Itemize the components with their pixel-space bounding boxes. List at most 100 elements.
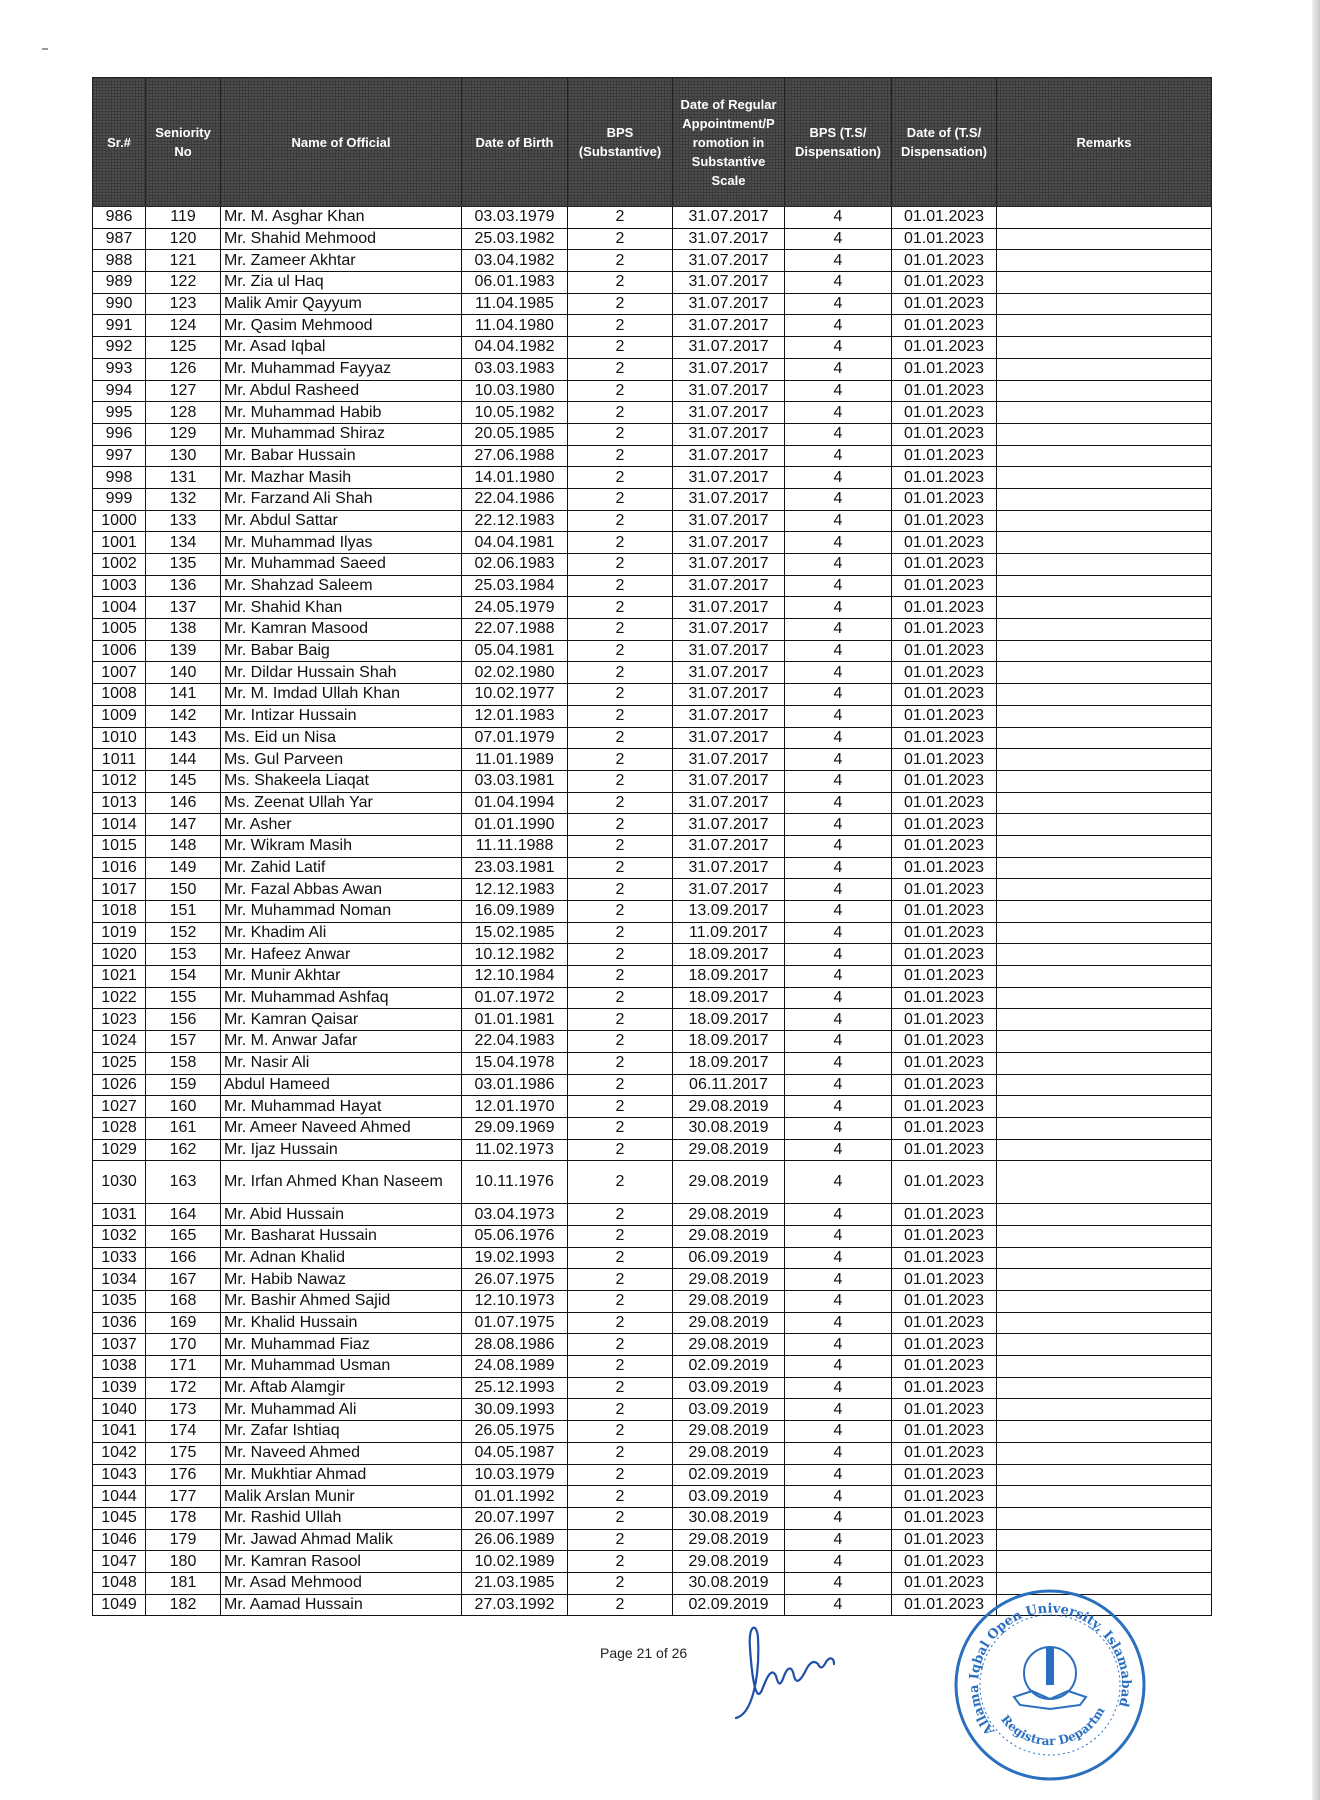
cell-remarks bbox=[996, 357, 1212, 381]
cell-bps-substantive: 2 bbox=[567, 1008, 673, 1032]
cell-sr: 1035 bbox=[92, 1290, 146, 1313]
cell-date-regular-appointment: 11.09.2017 bbox=[672, 921, 785, 945]
cell-bps-substantive: 2 bbox=[567, 661, 673, 685]
table-row: 1031 164 Mr. Abid Hussain 03.04.1973 2 29.08.… bbox=[92, 1203, 1212, 1226]
cell-date-regular-appointment: 31.07.2017 bbox=[672, 574, 785, 598]
cell-bps-substantive: 2 bbox=[567, 1290, 673, 1313]
table-row: 995 128 Mr. Muhammad Habib 10.05.1982 2 31.07… bbox=[92, 401, 1212, 424]
cell-date-regular-appointment: 31.07.2017 bbox=[672, 791, 785, 815]
cell-bps-substantive: 2 bbox=[567, 1420, 673, 1443]
cell-sr: 997 bbox=[92, 444, 146, 468]
cell-bps-substantive: 2 bbox=[567, 1593, 673, 1617]
cell-name: Mr. Mazhar Masih bbox=[220, 466, 462, 489]
table-row: 1012 145 Ms. Shakeela Liaqat 03.03.1981 2 31.… bbox=[92, 769, 1212, 793]
cell-remarks bbox=[996, 1463, 1212, 1487]
cell-date-regular-appointment: 02.09.2019 bbox=[672, 1463, 785, 1487]
cell-seniority-no: 129 bbox=[145, 422, 221, 446]
table-row: 1018 151 Mr. Muhammad Noman 16.09.1989 2 13.0… bbox=[92, 900, 1212, 923]
cell-date-ts: 01.01.2023 bbox=[891, 357, 997, 381]
cell-sr: 1023 bbox=[92, 1008, 146, 1032]
cell-date-ts: 01.01.2023 bbox=[891, 1224, 997, 1248]
cell-remarks bbox=[996, 965, 1212, 988]
cell-bps-substantive: 2 bbox=[567, 965, 673, 988]
cell-bps-ts: 4 bbox=[784, 379, 892, 403]
cell-name: Mr. Adnan Khalid bbox=[220, 1246, 462, 1270]
cell-sr: 1012 bbox=[92, 769, 146, 793]
cell-date-ts: 01.01.2023 bbox=[891, 509, 997, 533]
cell-name: Mr. Zafar Ishtiaq bbox=[220, 1420, 462, 1443]
cell-seniority-no: 123 bbox=[145, 292, 221, 316]
cell-seniority-no: 119 bbox=[145, 206, 221, 229]
cell-remarks bbox=[996, 1333, 1212, 1357]
cell-bps-ts: 4 bbox=[784, 921, 892, 945]
cell-bps-ts: 4 bbox=[784, 596, 892, 620]
table-row: 999 132 Mr. Farzand Ali Shah 22.04.1986 2 31.… bbox=[92, 487, 1212, 511]
cell-date-ts: 01.01.2023 bbox=[891, 1073, 997, 1097]
cell-name: Mr. Muhammad Hayat bbox=[220, 1095, 462, 1118]
table-row: 1029 162 Mr. Ijaz Hussain 11.02.1973 2 29.08.… bbox=[92, 1138, 1212, 1162]
table-row: 1010 143 Ms. Eid un Nisa 07.01.1979 2 31.07.2… bbox=[92, 726, 1212, 750]
cell-sr: 1009 bbox=[92, 704, 146, 728]
cell-bps-ts: 4 bbox=[784, 227, 892, 251]
cell-seniority-no: 133 bbox=[145, 509, 221, 533]
cell-bps-ts: 4 bbox=[784, 444, 892, 468]
cell-bps-substantive: 2 bbox=[567, 1160, 673, 1205]
cell-date-ts: 01.01.2023 bbox=[891, 444, 997, 468]
cell-bps-ts: 4 bbox=[784, 1528, 892, 1552]
cell-date-ts: 01.01.2023 bbox=[891, 227, 997, 251]
cell-date-ts: 01.01.2023 bbox=[891, 1463, 997, 1487]
cell-sr: 990 bbox=[92, 292, 146, 316]
cell-sr: 1007 bbox=[92, 661, 146, 685]
cell-seniority-no: 138 bbox=[145, 618, 221, 641]
cell-remarks bbox=[996, 574, 1212, 598]
cell-date-regular-appointment: 18.09.2017 bbox=[672, 943, 785, 967]
cell-remarks bbox=[996, 1311, 1212, 1335]
cell-date-of-birth: 11.11.1988 bbox=[461, 834, 568, 858]
cell-date-regular-appointment: 31.07.2017 bbox=[672, 769, 785, 793]
cell-bps-substantive: 2 bbox=[567, 1030, 673, 1053]
cell-remarks bbox=[996, 1095, 1212, 1118]
header-date-ts: Date of (T.S/ Dispensation) bbox=[891, 77, 997, 207]
cell-date-of-birth: 28.08.1986 bbox=[461, 1333, 568, 1357]
cell-date-regular-appointment: 31.07.2017 bbox=[672, 466, 785, 489]
cell-name: Mr. Habib Nawaz bbox=[220, 1268, 462, 1291]
cell-remarks bbox=[996, 769, 1212, 793]
cell-name: Mr. Muhammad Ashfaq bbox=[220, 986, 462, 1010]
cell-date-ts: 01.01.2023 bbox=[891, 1528, 997, 1552]
cell-name: Mr. Muhammad Fiaz bbox=[220, 1333, 462, 1357]
cell-remarks bbox=[996, 1073, 1212, 1097]
cell-bps-ts: 4 bbox=[784, 900, 892, 923]
cell-date-of-birth: 04.04.1982 bbox=[461, 336, 568, 359]
table-row: 989 122 Mr. Zia ul Haq 06.01.1983 2 31.07.201… bbox=[92, 271, 1212, 294]
cell-remarks bbox=[996, 791, 1212, 815]
cell-bps-substantive: 2 bbox=[567, 271, 673, 294]
cell-bps-substantive: 2 bbox=[567, 1463, 673, 1487]
cell-bps-substantive: 2 bbox=[567, 1398, 673, 1422]
cell-sr: 1008 bbox=[92, 683, 146, 706]
cell-date-regular-appointment: 18.09.2017 bbox=[672, 1051, 785, 1075]
cell-sr: 1020 bbox=[92, 943, 146, 967]
cell-bps-substantive: 2 bbox=[567, 726, 673, 750]
cell-date-ts: 01.01.2023 bbox=[891, 466, 997, 489]
cell-sr: 1019 bbox=[92, 921, 146, 945]
cell-seniority-no: 136 bbox=[145, 574, 221, 598]
cell-remarks bbox=[996, 856, 1212, 880]
header-bps-ts: BPS (T.S/ Dispensation) bbox=[784, 77, 892, 207]
cell-remarks bbox=[996, 726, 1212, 750]
cell-bps-ts: 4 bbox=[784, 704, 892, 728]
cell-name: Mr. Muhammad Ilyas bbox=[220, 531, 462, 554]
cell-date-of-birth: 01.01.1992 bbox=[461, 1485, 568, 1508]
cell-sr: 1031 bbox=[92, 1203, 146, 1226]
cell-remarks bbox=[996, 379, 1212, 403]
cell-bps-substantive: 2 bbox=[567, 444, 673, 468]
cell-date-ts: 01.01.2023 bbox=[891, 531, 997, 554]
table-row: 1009 142 Mr. Intizar Hussain 12.01.1983 2 31.… bbox=[92, 704, 1212, 728]
cell-sr: 1037 bbox=[92, 1333, 146, 1357]
table-row: 1023 156 Mr. Kamran Qaisar 01.01.1981 2 18.09… bbox=[92, 1008, 1212, 1032]
cell-date-regular-appointment: 31.07.2017 bbox=[672, 206, 785, 229]
cell-date-regular-appointment: 31.07.2017 bbox=[672, 487, 785, 511]
cell-date-of-birth: 16.09.1989 bbox=[461, 900, 568, 923]
cell-date-regular-appointment: 31.07.2017 bbox=[672, 834, 785, 858]
cell-bps-ts: 4 bbox=[784, 466, 892, 489]
cell-date-regular-appointment: 31.07.2017 bbox=[672, 748, 785, 771]
